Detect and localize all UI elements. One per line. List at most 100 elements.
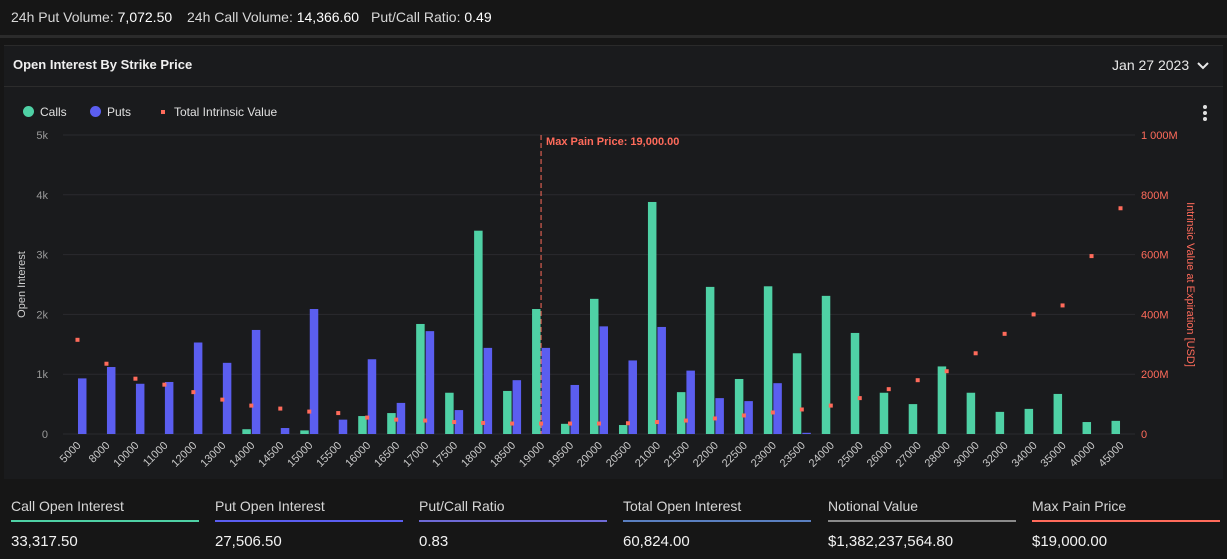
put-bar bbox=[657, 326, 666, 434]
x-tick-label: 32000 bbox=[981, 440, 1011, 470]
x-tick-label: 20000 bbox=[575, 440, 605, 470]
y2-tick-label: 400M bbox=[1141, 309, 1169, 321]
put-bar bbox=[744, 401, 753, 434]
x-tick-label: 40000 bbox=[1068, 440, 1098, 470]
intrinsic-point bbox=[133, 376, 138, 381]
x-tick-label: 20500 bbox=[604, 440, 634, 470]
intrinsic-point bbox=[741, 413, 746, 418]
x-tick-label: 34000 bbox=[1010, 440, 1040, 470]
intrinsic-point bbox=[625, 421, 630, 426]
intrinsic-point bbox=[799, 407, 804, 412]
y2-tick-label: 200M bbox=[1141, 369, 1169, 381]
max-pain-label: Max Pain Price: 19,000.00 bbox=[546, 136, 679, 148]
more-options-icon[interactable] bbox=[1203, 105, 1207, 121]
call-bar bbox=[995, 411, 1005, 434]
x-tick-label: 23000 bbox=[749, 440, 779, 470]
intrinsic-point bbox=[307, 409, 312, 414]
x-tick-label: 19500 bbox=[546, 440, 576, 470]
call-bar bbox=[618, 425, 628, 434]
call-bar bbox=[416, 323, 425, 434]
legend-intrinsic[interactable]: Total Intrinsic Value bbox=[161, 105, 277, 119]
intrinsic-point bbox=[770, 410, 775, 415]
call-bar bbox=[1024, 408, 1034, 434]
x-tick-label: 18500 bbox=[488, 440, 518, 470]
intrinsic-point bbox=[423, 418, 428, 423]
chevron-down-icon bbox=[1197, 62, 1209, 70]
x-tick-label: 18000 bbox=[459, 440, 489, 470]
x-tick-label: 19000 bbox=[517, 440, 547, 470]
call-bar bbox=[561, 423, 570, 434]
x-tick-label: 12000 bbox=[169, 440, 199, 470]
call-bar bbox=[1082, 422, 1092, 434]
intrinsic-point bbox=[452, 420, 457, 425]
legend-calls[interactable]: Calls bbox=[23, 105, 67, 119]
intrinsic-point bbox=[857, 396, 862, 401]
put-bar bbox=[512, 380, 522, 434]
intrinsic-point bbox=[510, 421, 515, 426]
call-bar bbox=[792, 353, 802, 434]
put-bar bbox=[367, 359, 377, 434]
x-tick-label: 45000 bbox=[1097, 440, 1127, 470]
call-bar bbox=[503, 390, 512, 434]
intrinsic-point bbox=[1002, 331, 1007, 336]
call-bar bbox=[1053, 393, 1063, 434]
panel-title: Open Interest By Strike Price bbox=[13, 57, 193, 72]
stat-underline bbox=[11, 520, 199, 522]
intrinsic-point bbox=[162, 382, 167, 387]
intrinsic-point bbox=[249, 403, 254, 408]
call-bar bbox=[850, 332, 860, 434]
intrinsic-point bbox=[712, 416, 717, 421]
x-tick-label: 15500 bbox=[314, 440, 344, 470]
put-bar bbox=[338, 419, 348, 434]
x-tick-label: 14500 bbox=[256, 440, 286, 470]
divider bbox=[0, 35, 1227, 38]
expiry-date-select[interactable]: Jan 27 2023 bbox=[1112, 57, 1209, 73]
x-tick-label: 25000 bbox=[836, 440, 866, 470]
expiry-date-value: Jan 27 2023 bbox=[1112, 57, 1190, 73]
intrinsic-point bbox=[336, 411, 341, 416]
put-bar bbox=[222, 362, 232, 434]
intrinsic-point bbox=[1118, 206, 1123, 211]
x-tick-label: 22000 bbox=[691, 440, 721, 470]
put-bar bbox=[802, 432, 811, 434]
y2-axis-title: Intrinsic Value at Expiration [USD] bbox=[1184, 202, 1196, 367]
y-axis-title: Open Interest bbox=[16, 251, 28, 318]
call-volume: 24h Call Volume: 14,366.60 bbox=[187, 9, 360, 25]
x-tick-label: 27000 bbox=[894, 440, 924, 470]
put-call-ratio-summary: Put/Call Ratio: 0.49 bbox=[371, 9, 492, 25]
y-tick-label: 4k bbox=[36, 190, 48, 202]
call-bar bbox=[300, 430, 309, 434]
open-interest-chart: 0 1k 2k 3k 4k 5k 0 200M 400M 600M 800M 1 000M Open I… bbox=[16, 130, 1196, 470]
intrinsic-point bbox=[944, 369, 949, 374]
intrinsic-point bbox=[1060, 303, 1065, 308]
stat-underline bbox=[419, 520, 607, 522]
call-bar bbox=[879, 392, 889, 434]
x-tick-label: 11000 bbox=[141, 440, 171, 470]
open-interest-panel: Open Interest By Strike Price Jan 27 202… bbox=[4, 45, 1223, 479]
x-tick-label: 30000 bbox=[952, 440, 982, 470]
x-tick-label: 22500 bbox=[720, 440, 750, 470]
call-bar bbox=[676, 392, 686, 434]
put-bar bbox=[193, 342, 203, 434]
x-tick-label: 10000 bbox=[111, 440, 141, 470]
put-bar bbox=[483, 347, 493, 434]
call-bar bbox=[647, 201, 657, 434]
y-tick-label: 5k bbox=[36, 130, 48, 142]
put-bar bbox=[280, 428, 290, 434]
panel-header: Open Interest By Strike Price Jan 27 202… bbox=[4, 46, 1223, 87]
put-volume: 24h Put Volume: 7,072.50 bbox=[11, 9, 173, 25]
legend-puts[interactable]: Puts bbox=[90, 105, 131, 119]
intrinsic-point bbox=[220, 397, 225, 402]
call-bar bbox=[590, 298, 599, 434]
stat-underline bbox=[828, 520, 1016, 522]
call-bar bbox=[908, 404, 918, 434]
intrinsic-point bbox=[973, 351, 978, 356]
x-tick-label: 5000 bbox=[58, 440, 84, 466]
put-bar bbox=[628, 360, 637, 434]
stat-underline bbox=[1032, 520, 1220, 522]
call-bar bbox=[821, 295, 831, 434]
volume-summary-bar: 24h Put Volume: 7,072.50 24h Call Volume… bbox=[0, 0, 1227, 35]
intrinsic-point bbox=[481, 420, 486, 425]
x-tick-label: 35000 bbox=[1039, 440, 1069, 470]
y-tick-label: 0 bbox=[42, 429, 48, 441]
